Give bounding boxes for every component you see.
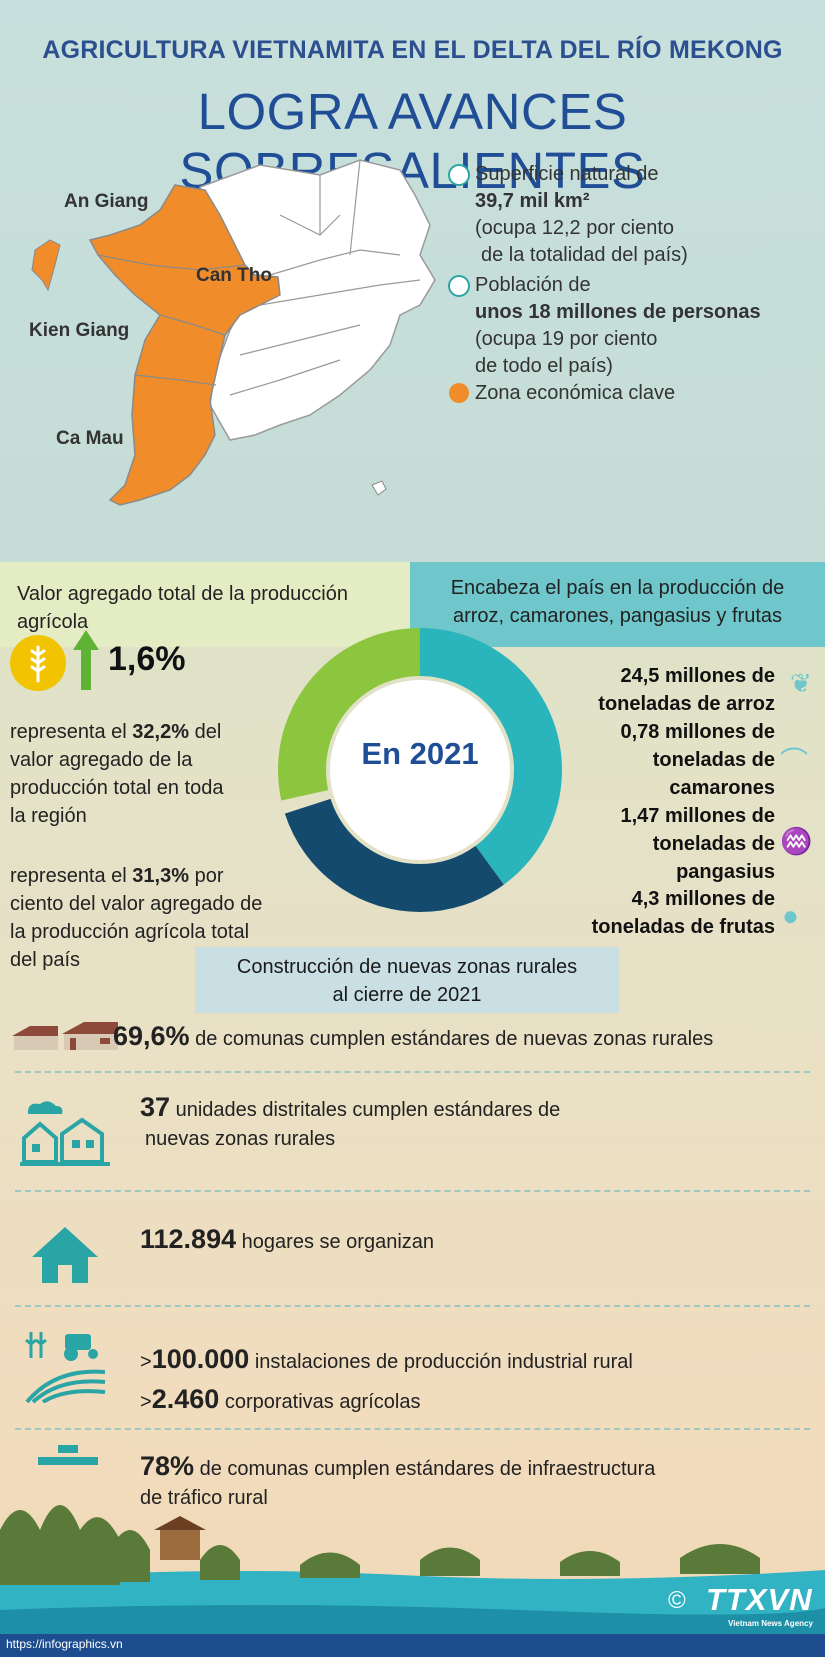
- footer-bar: [0, 1634, 825, 1657]
- rural-row-3: 112.894 hogares se organizan: [140, 1224, 435, 1254]
- fruit-icon: ●: [782, 900, 799, 931]
- legend-dot-key-zone: [449, 383, 469, 403]
- wheat-icon: [10, 635, 66, 691]
- map-island: [31, 239, 61, 292]
- legend-area: Superficie natural de 39,7 mil km² (ocup…: [475, 163, 688, 266]
- page-title: LOGRA AVANCES SOBRESALIENTES: [179, 83, 646, 199]
- growth-value: 1,6%: [108, 640, 186, 678]
- house-icon: [32, 1227, 98, 1283]
- ttxvn-logo: TTXVN: [706, 1582, 813, 1617]
- production-pangasius: 1,47 millones de toneladas de pangasius: [620, 805, 775, 883]
- donut-graphic: [278, 628, 562, 912]
- fish-icon: ♒: [780, 826, 813, 856]
- production-rice: 24,5 millones de toneladas de arroz: [598, 665, 775, 715]
- value-added-text-2: representa el 31,3% por ciento del valor…: [10, 865, 263, 971]
- rural-row-4: >100.000 instalaciones de producción ind…: [140, 1344, 633, 1374]
- value-added-heading-box: [0, 562, 410, 647]
- rural-row-1: 69,6% de comunas cumplen estándares de n…: [113, 1021, 714, 1051]
- rural-heading-line2: al cierre de 2021: [332, 984, 482, 1006]
- logo-subtitle: Vietnam News Agency: [728, 1619, 813, 1628]
- donut-ring-teal: [278, 628, 562, 912]
- divider: [15, 1071, 810, 1073]
- source-url: https://infographics.vn: [6, 1637, 123, 1651]
- donut-center: [330, 680, 510, 860]
- road-icon: [38, 1445, 98, 1465]
- arrow-up-icon: [73, 630, 99, 690]
- divider: [15, 1190, 810, 1192]
- rural-row-2: 37 unidades distritales cumplen estándar…: [140, 1092, 561, 1151]
- shrimp-icon: ⌒: [780, 746, 809, 777]
- district-buildings-icon: [20, 1101, 110, 1166]
- divider: [15, 1305, 810, 1307]
- divider: [15, 1428, 810, 1430]
- rural-row-6: 78% de comunas cumplen estándares de inf…: [140, 1451, 656, 1510]
- rural-heading-box: Construcción de nuevas zonas rurales al …: [195, 947, 619, 1013]
- subtitle: AGRICULTURA VIETNAMITA EN EL DELTA DEL R…: [42, 36, 783, 64]
- map-label-kien-giang: Kien Giang: [29, 320, 130, 341]
- legend-circle-population: [448, 275, 470, 297]
- farm-tractor-icon: [25, 1332, 106, 1403]
- donut-ring-navy: [278, 628, 562, 912]
- value-added-heading: Valor agregado total de la producción ag…: [17, 583, 348, 633]
- legend-key-zone: Zona económica clave: [475, 382, 676, 404]
- legend-circle-area: [448, 164, 470, 186]
- map-key-zone: [88, 184, 281, 506]
- rural-row-5: >2.460 corporativas agrícolas: [140, 1384, 421, 1414]
- center-year-label: En 2021: [361, 736, 479, 771]
- leader-heading-box: [410, 562, 825, 647]
- leader-heading: Encabeza el país en la producción de arr…: [450, 577, 785, 627]
- map-label-ca-mau: Ca Mau: [56, 428, 124, 449]
- houses-icon: [12, 1022, 118, 1050]
- rice-icon: ❦: [790, 668, 812, 698]
- landscape-illustration: [0, 1505, 825, 1640]
- legend-population: Población de unos 18 millones de persona…: [475, 274, 761, 377]
- value-added-text-1: representa el 32,2% del valor agregado d…: [10, 721, 224, 827]
- map-label-can-tho: Can Tho: [196, 265, 272, 286]
- map-label-an-giang: An Giang: [64, 191, 149, 212]
- rural-heading-line1: Construcción de nuevas zonas rurales: [236, 956, 578, 978]
- mekong-delta-map: [31, 159, 436, 506]
- production-shrimp: 0,78 millones de toneladas de camarones: [620, 721, 775, 799]
- copyright-symbol: ©: [668, 1587, 686, 1614]
- production-fruit: 4,3 millones de toneladas de frutas: [591, 888, 775, 938]
